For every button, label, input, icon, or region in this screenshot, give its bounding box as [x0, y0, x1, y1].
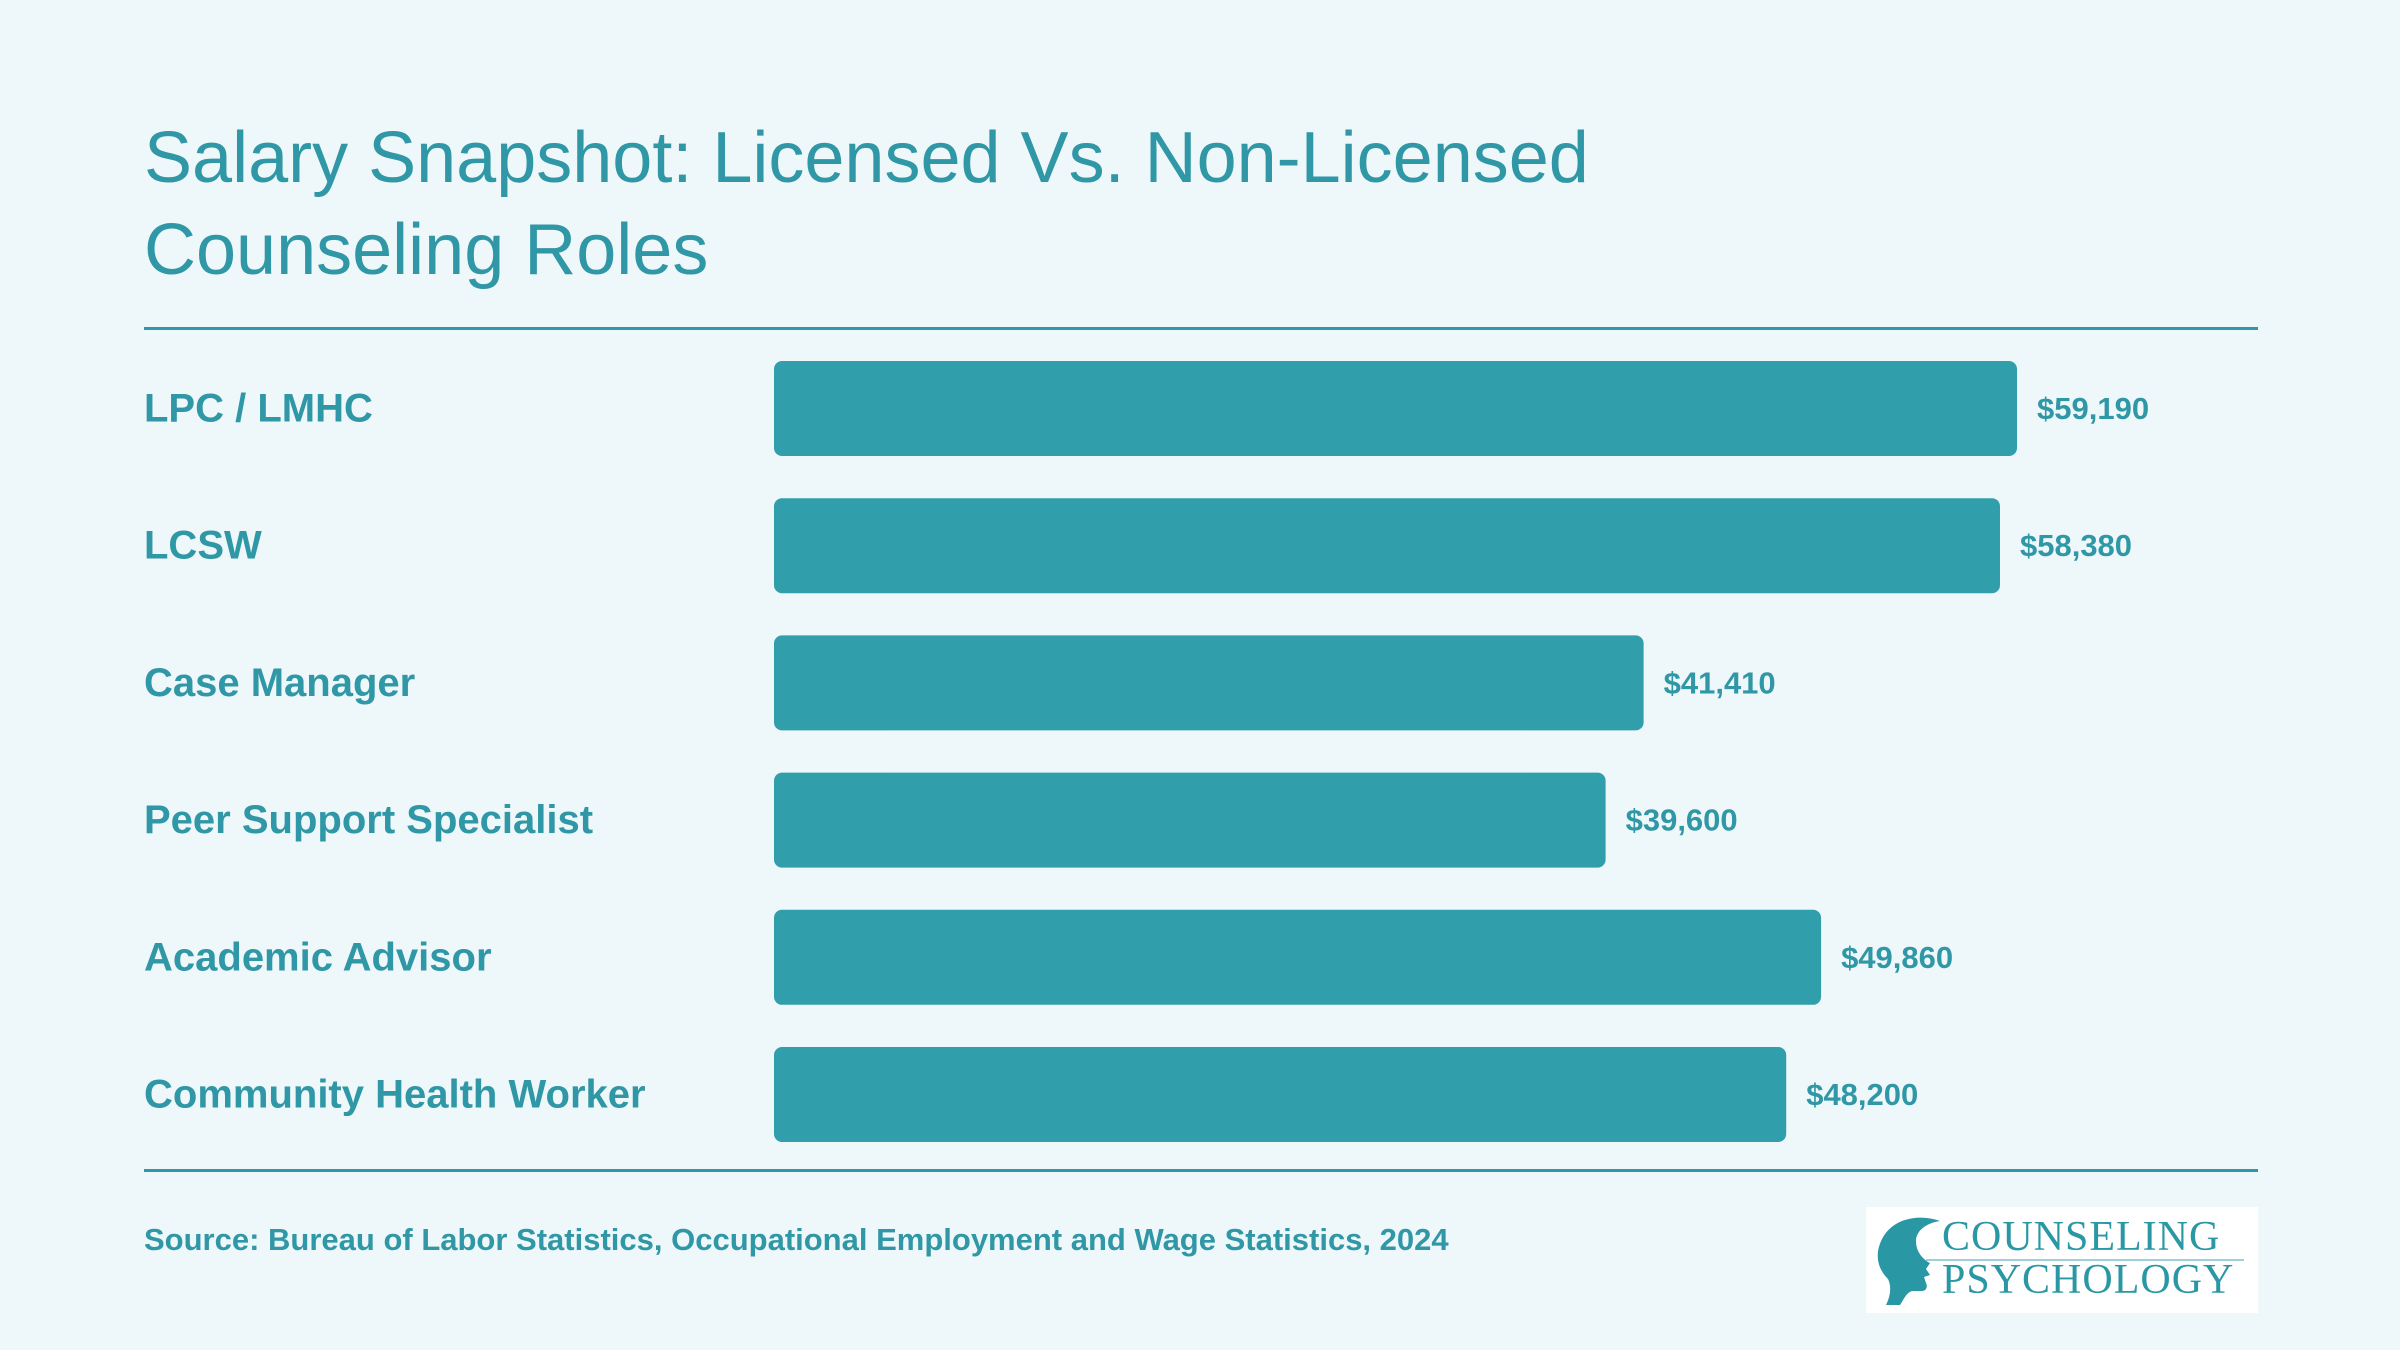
- category-label: LPC / LMHC: [144, 387, 373, 431]
- salary-bar: [774, 498, 2000, 594]
- chart-rows: LPC / LMHC $59,190 LCSW $58,380 Case Manager…: [144, 361, 2149, 1142]
- salary-bar: [774, 1047, 1787, 1142]
- value-label: $41,410: [1664, 665, 1776, 700]
- source-note: Source: Bureau of Labor Statistics, Occu…: [144, 1222, 1449, 1257]
- category-label: LCSW: [144, 524, 262, 568]
- category-label: Case Manager: [144, 661, 415, 705]
- bottom-divider: [144, 1169, 2258, 1172]
- logo-text-psychology: PSYCHOLOGY: [1942, 1257, 2235, 1303]
- salary-bar: [774, 361, 2017, 456]
- salary-bar: [774, 635, 1644, 731]
- value-label: $58,380: [2020, 528, 2132, 563]
- salary-bar: [774, 909, 1822, 1005]
- logo-text-counseling: COUNSELING: [1942, 1214, 2221, 1260]
- category-label: Community Health Worker: [144, 1073, 646, 1117]
- value-label: $39,600: [1626, 803, 1738, 838]
- title-line-1: Salary Snapshot: Licensed Vs. Non-Licens…: [144, 118, 1589, 198]
- head-profile-icon: [1877, 1217, 1940, 1305]
- value-label: $49,860: [1841, 940, 1953, 975]
- value-label: $59,190: [2037, 391, 2149, 426]
- value-label: $48,200: [1806, 1077, 1918, 1112]
- title-line-2: Counseling Roles: [144, 210, 709, 290]
- category-label: Peer Support Specialist: [144, 798, 593, 842]
- logo-divider: [1926, 1259, 2244, 1261]
- top-divider: [144, 327, 2258, 330]
- salary-bar: [774, 772, 1606, 868]
- page-title: Salary Snapshot: Licensed Vs. Non-Licens…: [144, 112, 1844, 296]
- brand-logo: COUNSELING PSYCHOLOGY: [1866, 1207, 2258, 1313]
- category-label: Academic Advisor: [144, 935, 492, 979]
